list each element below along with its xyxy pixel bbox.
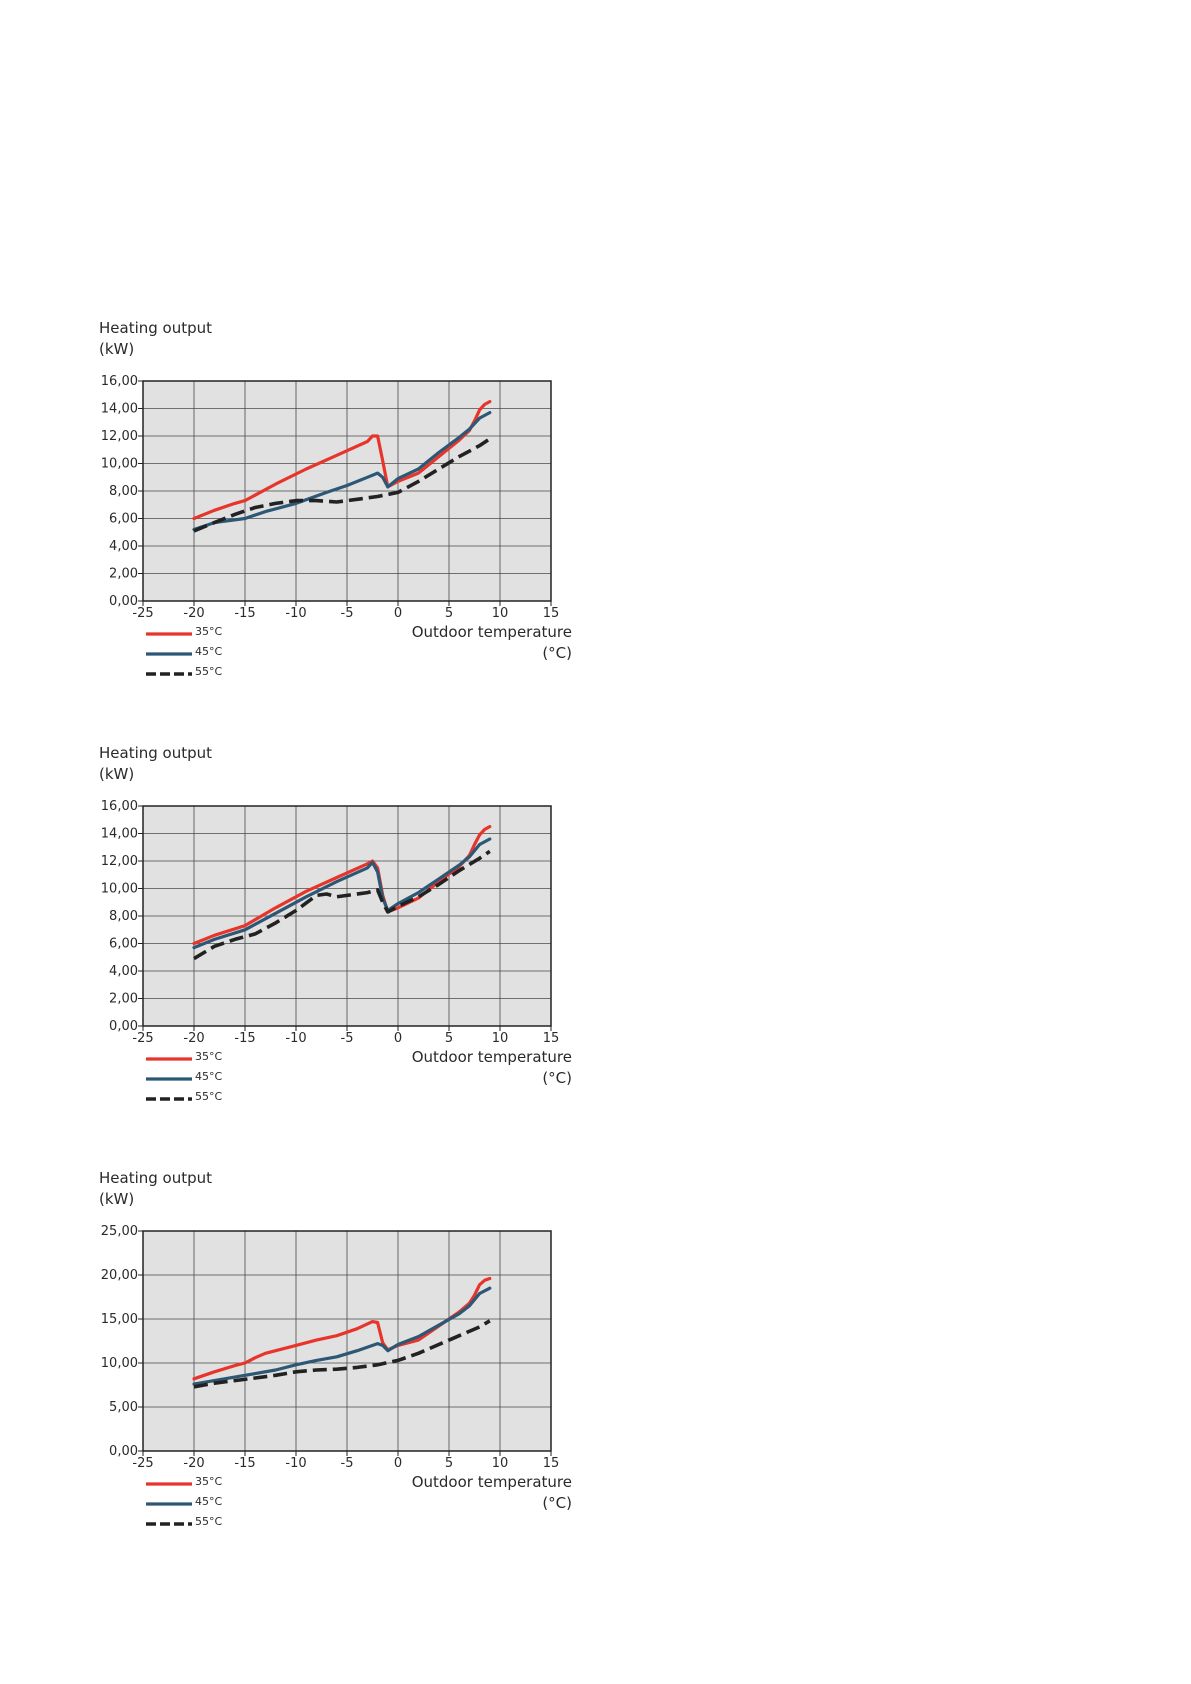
series-line-45c xyxy=(192,837,492,950)
x-tick-label: 10 xyxy=(492,606,509,621)
x-axis-title: Outdoor temperature (°C) xyxy=(411,1473,572,1512)
legend-label: 35°C xyxy=(195,1050,223,1063)
y-tick-label: 0,00 xyxy=(109,1019,138,1034)
legend-label: 55°C xyxy=(195,665,223,678)
y-tick-label: 8,00 xyxy=(109,484,138,499)
x-tick-label: -20 xyxy=(183,1031,204,1046)
x-tick-label: 15 xyxy=(543,606,560,621)
x-tick-label: -15 xyxy=(234,1031,255,1046)
x-tick-label: -10 xyxy=(285,1031,306,1046)
x-tick-label: 15 xyxy=(543,1456,560,1471)
y-tick-label: 10,00 xyxy=(101,1356,138,1371)
x-tick-label: 10 xyxy=(492,1456,509,1471)
y-axis-title-line: Heating output (kW) xyxy=(99,319,213,358)
x-tick-label: -25 xyxy=(132,1031,153,1046)
y-tick-label: 6,00 xyxy=(109,937,138,952)
chart-2: Heating output (kW) 0,00 2,00 4,00 6,00 8,00… xyxy=(0,743,640,1123)
x-tick-label: -5 xyxy=(341,1456,354,1471)
y-tick-label: 4,00 xyxy=(109,964,138,979)
series-line-45c xyxy=(192,1286,492,1386)
x-tick-label: -20 xyxy=(183,606,204,621)
x-tick-label: -15 xyxy=(234,606,255,621)
y-axis-title: Heating output (kW) xyxy=(99,1168,212,1210)
y-tick-label: 8,00 xyxy=(109,909,138,924)
y-tick-label: 15,00 xyxy=(101,1312,138,1327)
x-tick-label: 5 xyxy=(445,1031,453,1046)
x-tick-label: 10 xyxy=(492,1031,509,1046)
series-line-55c xyxy=(193,849,491,961)
x-tick-label: 5 xyxy=(445,1456,453,1471)
y-axis-title-line: Heating output (kW) xyxy=(99,1169,213,1208)
x-tick-label: 15 xyxy=(543,1031,560,1046)
x-tick-label: 5 xyxy=(445,606,453,621)
legend-label: 55°C xyxy=(195,1090,223,1103)
y-tick-label: 20,00 xyxy=(101,1268,138,1283)
y-tick-label: 14,00 xyxy=(101,827,138,842)
y-tick-label: 16,00 xyxy=(101,799,138,814)
y-tick-label: 14,00 xyxy=(101,402,138,417)
y-tick-label: 0,00 xyxy=(109,1444,138,1459)
y-tick-label: 0,00 xyxy=(109,594,138,609)
x-tick-label: -25 xyxy=(132,1456,153,1471)
x-tick-label: -10 xyxy=(285,1456,306,1471)
x-axis-title: Outdoor temperature (°C) xyxy=(411,1048,572,1087)
legend-label: 55°C xyxy=(195,1515,223,1528)
y-tick-label: 10,00 xyxy=(101,457,138,472)
y-tick-label: 2,00 xyxy=(109,992,138,1007)
series-line-55c xyxy=(193,1319,491,1389)
y-axis-title: Heating output (kW) xyxy=(99,743,212,785)
legend-swatch xyxy=(146,1482,192,1486)
legend-label: 45°C xyxy=(195,645,223,658)
legend-swatch xyxy=(146,672,192,676)
legend-label: 35°C xyxy=(195,625,223,638)
x-tick-label: -10 xyxy=(285,606,306,621)
x-tick-label: -20 xyxy=(183,1456,204,1471)
y-axis-title-line: Heating output (kW) xyxy=(99,744,213,783)
x-tick-label: -25 xyxy=(132,606,153,621)
legend-swatch xyxy=(146,1097,192,1101)
y-tick-label: 6,00 xyxy=(109,512,138,527)
chart-3: Heating output (kW) 0,00 5,00 10,00 15,00 20… xyxy=(0,1168,640,1548)
x-tick-label: 0 xyxy=(394,606,402,621)
y-axis-title: Heating output (kW) xyxy=(99,318,212,360)
x-tick-label: 0 xyxy=(394,1456,402,1471)
series-line-35c xyxy=(192,1276,492,1381)
chart-2-plot: 0,00 2,00 4,00 6,00 8,00 10,00 12,00 14,00 16,00… xyxy=(101,799,560,1046)
legend-label: 35°C xyxy=(195,1475,223,1488)
x-tick-label: -15 xyxy=(234,1456,255,1471)
x-tick-label: 0 xyxy=(394,1031,402,1046)
chart-1: Heating output (kW) 0,00 2,00 4,00 6,00 8,00… xyxy=(0,318,640,698)
series-line-45c xyxy=(192,411,492,532)
y-tick-label: 5,00 xyxy=(109,1400,138,1415)
y-tick-label: 25,00 xyxy=(101,1224,138,1239)
x-tick-label: -5 xyxy=(341,606,354,621)
legend-swatch xyxy=(146,632,192,636)
legend-swatch xyxy=(146,1522,192,1526)
legend-label: 45°C xyxy=(195,1070,223,1083)
chart-1-plot: 0,00 2,00 4,00 6,00 8,00 10,00 12,00 14,00 16,00… xyxy=(101,374,560,621)
y-tick-label: 12,00 xyxy=(101,854,138,869)
legend-label: 45°C xyxy=(195,1495,223,1508)
legend-swatch xyxy=(146,1077,192,1081)
legend-swatch xyxy=(146,652,192,656)
legend-swatch xyxy=(146,1502,192,1506)
legend-swatch xyxy=(146,1057,192,1061)
y-tick-label: 10,00 xyxy=(101,882,138,897)
y-tick-label: 4,00 xyxy=(109,539,138,554)
x-tick-label: -5 xyxy=(341,1031,354,1046)
x-axis-title: Outdoor temperature (°C) xyxy=(411,623,572,662)
y-tick-label: 12,00 xyxy=(101,429,138,444)
series-line-55c xyxy=(193,437,491,533)
y-tick-label: 2,00 xyxy=(109,567,138,582)
chart-3-plot: 0,00 5,00 10,00 15,00 20,00 25,00 -25 -20 -15 -10… xyxy=(101,1224,560,1471)
y-tick-label: 16,00 xyxy=(101,374,138,389)
